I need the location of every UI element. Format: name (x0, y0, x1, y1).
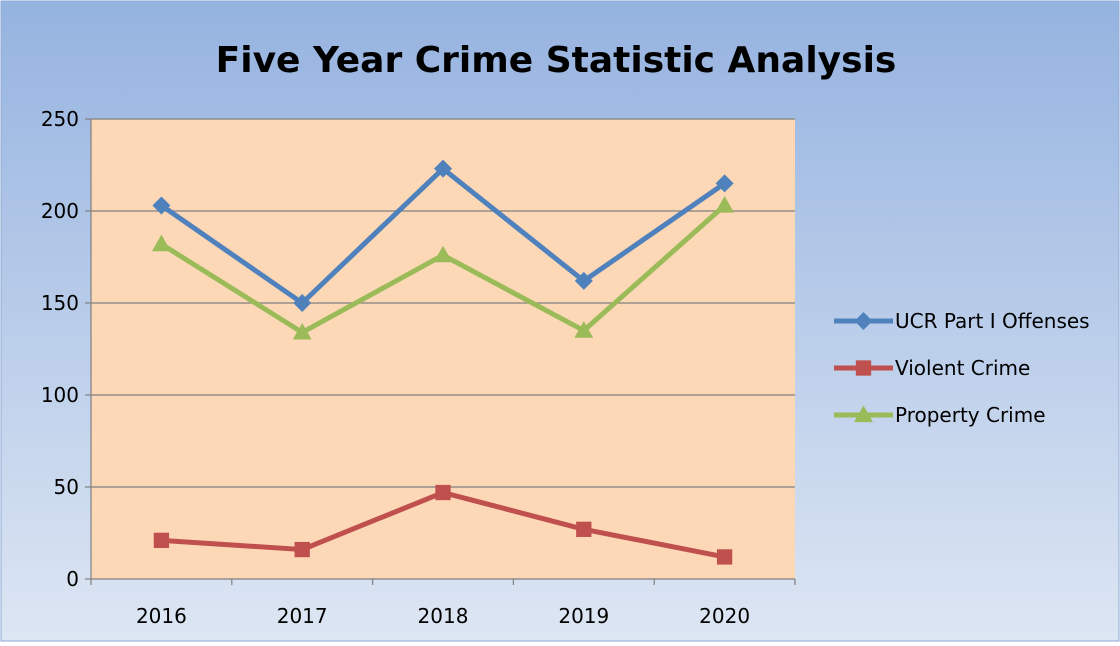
x-tick-label: 2019 (558, 604, 609, 628)
x-tick-label: 2017 (277, 604, 328, 628)
legend-marker (854, 312, 873, 330)
axes: 0 50 100 150 200 250 2016 2017 2018 2019 2020 (41, 107, 796, 628)
gridlines (91, 118, 795, 488)
y-tick-label: 250 (41, 107, 79, 131)
series-0 (152, 159, 734, 312)
legend-label: Violent Crime (895, 356, 1030, 380)
y-tick-label: 150 (41, 291, 79, 315)
y-tick-label: 200 (41, 199, 79, 223)
legend-label: Property Crime (895, 403, 1046, 427)
data-point (715, 174, 734, 193)
chart-title: Five Year Crime Statistic Analysis (216, 40, 897, 81)
data-point (715, 196, 735, 213)
x-tick-label: 2016 (136, 604, 187, 628)
legend: UCR Part I Offenses Violent Crime Property… (834, 309, 1090, 427)
series-2 (151, 196, 735, 340)
x-tick-label: 2020 (699, 604, 750, 628)
legend-item-2: Property Crime (834, 403, 1046, 427)
y-tick-label: 100 (41, 383, 79, 407)
data-point (574, 271, 593, 290)
data-point (716, 549, 733, 565)
data-point (433, 245, 453, 263)
data-point (434, 159, 452, 178)
series-group (151, 159, 735, 565)
legend-marker (855, 360, 872, 376)
data-point (435, 484, 451, 501)
data-point (153, 532, 170, 549)
legend-item-0: UCR Part I Offenses (834, 309, 1090, 333)
data-point (294, 541, 310, 558)
data-point (576, 521, 592, 537)
legend-label: UCR Part I Offenses (895, 309, 1090, 333)
legend-marker (854, 405, 873, 423)
data-point (292, 322, 312, 340)
data-point (574, 321, 594, 338)
data-point (152, 196, 171, 215)
y-tick-label: 0 (66, 567, 79, 591)
data-point (293, 294, 312, 312)
plot-area (91, 119, 795, 579)
y-tick-label: 50 (54, 475, 79, 499)
series-1 (153, 484, 733, 565)
data-point (151, 234, 171, 252)
legend-item-1: Violent Crime (834, 356, 1030, 380)
x-tick-label: 2018 (418, 604, 469, 628)
